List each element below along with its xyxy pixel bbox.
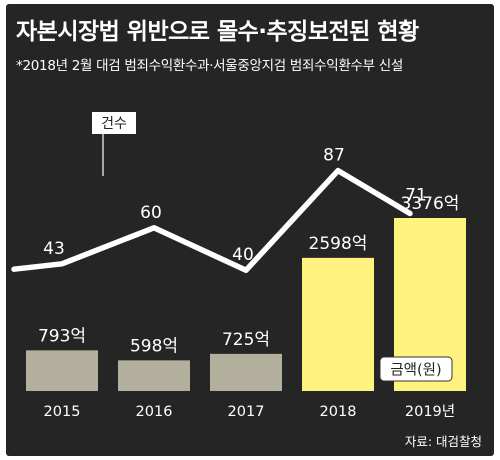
chart-title: 자본시장법 위반으로 몰수·추징보전된 현황 [16,19,419,45]
x-tick-label: 2015 [44,404,81,420]
count-label-box [92,112,136,134]
amount-label-box [379,356,453,382]
bar-value-label: 2598억 [309,234,368,254]
chart-subtitle: *2018년 2월 대검 범죄수익환수과·서울중앙지검 범죄수익환수부 신설 [16,58,403,74]
bar-value-label: 598억 [130,336,178,356]
bar-2016 [118,360,190,391]
line-value-label: 40 [232,245,254,265]
line-layer [11,132,413,273]
bar-2018 [302,257,374,391]
line-value-label: 87 [323,146,345,166]
count-legend-label: 건수 [101,116,127,132]
bar-value-label: 725억 [222,330,270,350]
x-axis: 2015 2016 2017 2018 2019년 [44,403,456,420]
line-series-count [11,167,413,273]
amount-legend-label: 금액(원) [390,362,441,379]
source-note: 자료: 대검찰청 [404,434,482,449]
bar-2017 [210,353,282,391]
bar-value-label: 793억 [38,326,86,346]
line-value-label: 71 [405,185,427,205]
x-tick-label: 2017 [228,404,265,420]
x-tick-label: 2016 [136,404,173,420]
bar-2015 [26,350,98,391]
line-value-label: 60 [140,203,162,223]
line-value-label: 43 [43,239,65,259]
infographic-frame: 자본시장법 위반으로 몰수·추징보전된 현황 *2018년 2월 대검 범죄수익… [6,4,494,456]
bar-value-label: 3376억 [401,194,460,214]
x-tick-label: 2019년 [405,403,455,420]
combo-chart: 793억 598억 725억2598억3376억4360408771건수금액(원) … [11,112,466,420]
x-tick-label: 2018 [320,404,357,420]
